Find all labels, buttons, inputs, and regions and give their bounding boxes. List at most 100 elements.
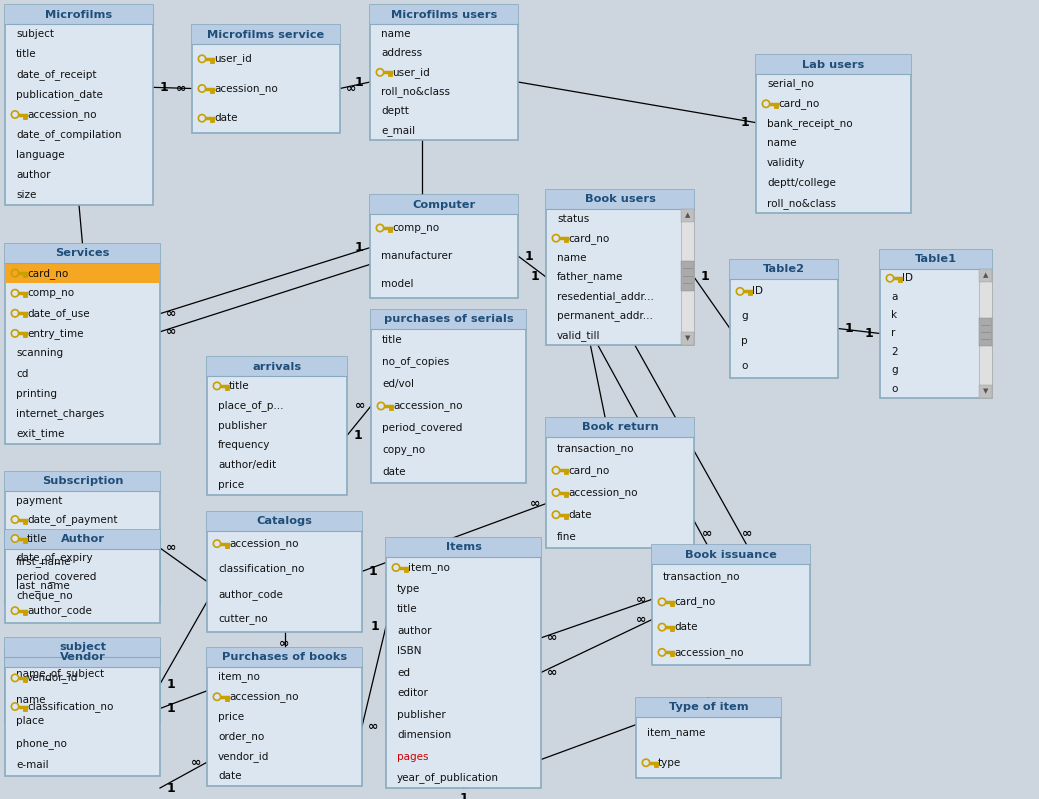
Circle shape xyxy=(10,702,20,711)
Text: g: g xyxy=(891,365,898,376)
Circle shape xyxy=(12,608,18,614)
Bar xyxy=(979,269,992,398)
Text: Microfilms users: Microfilms users xyxy=(391,10,497,19)
Bar xyxy=(979,318,992,347)
Circle shape xyxy=(214,694,220,700)
Circle shape xyxy=(12,675,18,681)
Text: date_of_receipt: date_of_receipt xyxy=(16,69,97,80)
Bar xyxy=(5,530,160,623)
Text: ∞: ∞ xyxy=(166,307,177,320)
Text: exit_time: exit_time xyxy=(16,428,64,439)
Text: publication_date: publication_date xyxy=(16,89,103,100)
Text: 1: 1 xyxy=(531,271,539,284)
Circle shape xyxy=(199,85,205,91)
Text: roll_no&class: roll_no&class xyxy=(381,86,450,97)
Text: e_mail: e_mail xyxy=(381,125,416,136)
Bar xyxy=(681,332,694,345)
Circle shape xyxy=(641,758,650,767)
Bar xyxy=(636,698,781,717)
Bar xyxy=(5,530,160,549)
Text: ∞: ∞ xyxy=(530,497,540,510)
Text: ∞: ∞ xyxy=(636,593,646,606)
Bar xyxy=(652,545,810,564)
Bar xyxy=(207,648,362,667)
Circle shape xyxy=(392,563,400,572)
Circle shape xyxy=(197,113,207,123)
Circle shape xyxy=(658,622,666,632)
Text: first_name: first_name xyxy=(16,556,72,566)
Text: Table1: Table1 xyxy=(915,255,957,264)
Bar xyxy=(730,260,838,279)
Circle shape xyxy=(197,54,207,63)
Circle shape xyxy=(377,70,382,75)
Text: Book return: Book return xyxy=(582,423,659,432)
Circle shape xyxy=(213,381,221,391)
Bar xyxy=(730,260,838,378)
Circle shape xyxy=(736,287,745,296)
Text: Microfilms service: Microfilms service xyxy=(208,30,324,39)
Text: e-mail: e-mail xyxy=(16,760,49,770)
Text: fine: fine xyxy=(557,532,577,542)
Bar xyxy=(5,472,160,491)
Text: vendor_id: vendor_id xyxy=(218,751,269,761)
Bar xyxy=(652,545,810,665)
Text: model: model xyxy=(381,279,414,289)
Text: 1: 1 xyxy=(160,81,168,93)
Bar xyxy=(636,698,781,778)
Circle shape xyxy=(375,68,384,77)
Text: 1: 1 xyxy=(371,620,379,633)
Text: title: title xyxy=(382,335,403,345)
Text: ∞: ∞ xyxy=(742,527,752,540)
Circle shape xyxy=(378,403,383,409)
Text: name: name xyxy=(767,138,797,149)
Text: date: date xyxy=(674,622,697,632)
Text: 1: 1 xyxy=(354,75,364,89)
Text: purchases of serials: purchases of serials xyxy=(383,315,513,324)
Text: transaction_no: transaction_no xyxy=(557,443,635,454)
Text: date: date xyxy=(382,467,405,477)
Text: period_covered: period_covered xyxy=(16,571,97,582)
Text: manufacturer: manufacturer xyxy=(381,251,452,261)
Text: item_no: item_no xyxy=(218,671,260,682)
Text: r: r xyxy=(891,328,896,339)
Text: ∞: ∞ xyxy=(547,631,557,644)
Text: cd: cd xyxy=(16,368,28,379)
Text: title: title xyxy=(27,534,48,543)
Text: ∞: ∞ xyxy=(279,637,290,650)
Text: year_of_publication: year_of_publication xyxy=(397,772,499,783)
Text: last_name: last_name xyxy=(16,581,70,591)
Circle shape xyxy=(10,268,20,277)
Text: accession_no: accession_no xyxy=(568,487,638,498)
Circle shape xyxy=(10,534,20,543)
Text: accession_no: accession_no xyxy=(393,400,462,411)
Circle shape xyxy=(658,598,666,606)
Text: title: title xyxy=(16,50,36,59)
Text: name_of_subject: name_of_subject xyxy=(16,668,104,679)
Text: Items: Items xyxy=(446,543,481,552)
Bar xyxy=(207,512,362,632)
Text: date: date xyxy=(214,113,238,123)
Text: classification_no: classification_no xyxy=(27,701,113,712)
Bar xyxy=(5,244,160,444)
Text: scanning: scanning xyxy=(16,348,63,359)
Bar xyxy=(547,190,694,209)
Text: accession_no: accession_no xyxy=(229,691,298,702)
Text: item_no: item_no xyxy=(408,562,450,573)
Text: vendor_id: vendor_id xyxy=(27,673,78,683)
Circle shape xyxy=(885,274,895,283)
Text: publisher: publisher xyxy=(218,420,267,431)
Text: 1: 1 xyxy=(700,271,710,284)
Text: 1: 1 xyxy=(741,116,749,129)
Circle shape xyxy=(887,276,893,281)
Text: date_of_expiry: date_of_expiry xyxy=(16,552,92,563)
Text: frequency: frequency xyxy=(218,440,270,451)
Circle shape xyxy=(553,512,559,518)
Text: p: p xyxy=(741,336,748,346)
Text: cheque_no: cheque_no xyxy=(16,590,73,601)
Circle shape xyxy=(10,288,20,298)
Bar xyxy=(387,538,541,557)
Text: ∞: ∞ xyxy=(354,400,365,412)
Text: ISBN: ISBN xyxy=(397,646,422,657)
Bar xyxy=(979,269,992,282)
Text: o: o xyxy=(741,360,747,371)
